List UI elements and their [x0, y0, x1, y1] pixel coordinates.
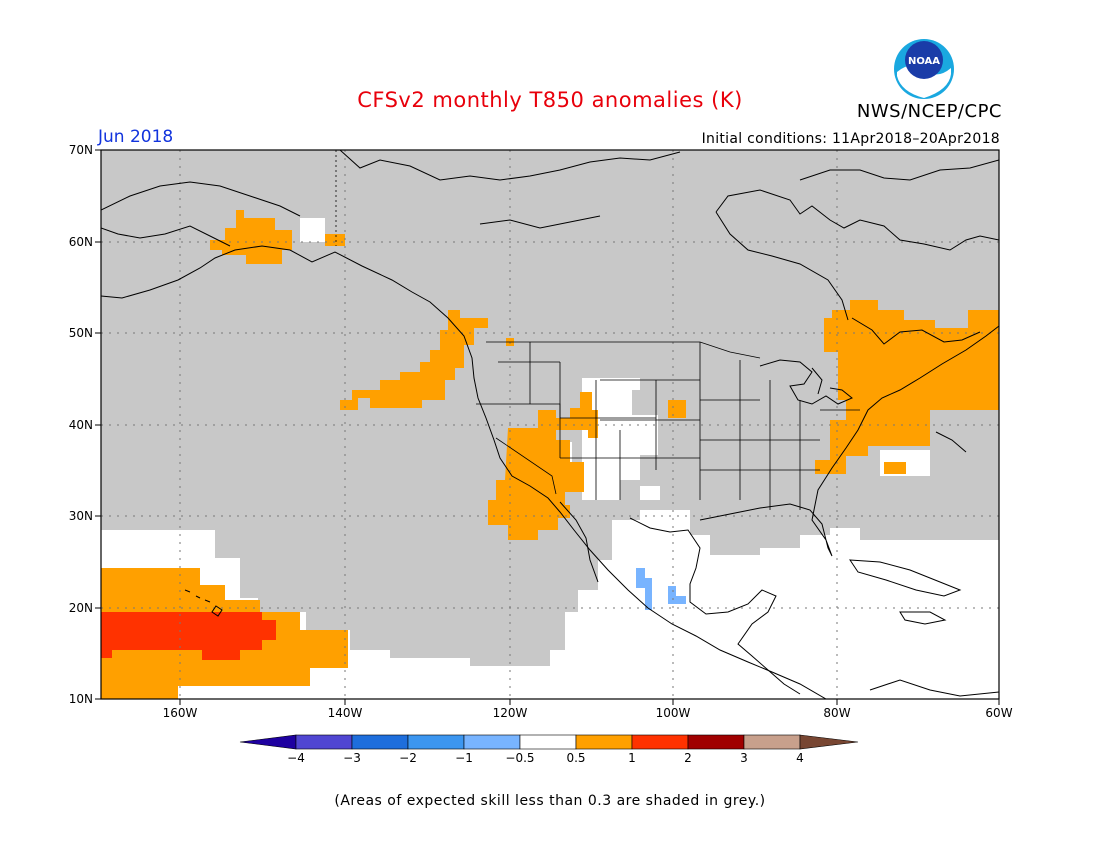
- logo-text: NOAA: [908, 56, 940, 67]
- colorbar-swatch: [295, 734, 353, 750]
- colorbar-swatch: [351, 734, 409, 750]
- colorbar-high-arrow: [799, 734, 859, 750]
- colorbar-label: −4: [287, 751, 305, 765]
- lat-label: 10N: [68, 692, 93, 706]
- colorbar-label: 0.5: [566, 751, 586, 765]
- initial-conditions: Initial conditions: 11Apr2018–20Apr2018: [701, 131, 1000, 147]
- colorbar-label: −0.5: [505, 751, 535, 765]
- colorbar-label: 2: [684, 751, 692, 765]
- colorbar-label: −2: [399, 751, 417, 765]
- lat-label: 30N: [68, 509, 93, 523]
- colorbar-low-arrow: [239, 734, 297, 750]
- map-title: CFSv2 monthly T850 anomalies (K): [357, 88, 743, 112]
- colorbar-label: −3: [343, 751, 361, 765]
- lon-label: 80W: [823, 706, 851, 720]
- colorbar-swatch: [407, 734, 465, 750]
- axis-ticks: [95, 149, 1000, 705]
- forecast-period: Jun 2018: [98, 127, 174, 147]
- colorbar-swatch: [687, 734, 745, 750]
- lon-label: 160W: [162, 706, 198, 720]
- lat-label: 40N: [68, 418, 93, 432]
- colorbar-swatch: [743, 734, 801, 750]
- colorbar-swatch: [463, 734, 521, 750]
- lat-label: 20N: [68, 601, 93, 615]
- lon-label: 140W: [327, 706, 363, 720]
- colorbar-swatch: [519, 734, 577, 750]
- lon-label: 100W: [655, 706, 691, 720]
- lat-label: 60N: [68, 235, 93, 249]
- organization-label: NWS/NCEP/CPC: [856, 101, 1002, 122]
- graticule: [101, 150, 999, 699]
- colorbar-label: 4: [796, 751, 804, 765]
- colorbar-swatch: [575, 734, 633, 750]
- colorbar-label: −1: [455, 751, 473, 765]
- noaa-logo: NOAA: [894, 39, 954, 99]
- colorbar-label: 1: [628, 751, 636, 765]
- lon-label: 60W: [985, 706, 1013, 720]
- state-borders: [476, 341, 860, 510]
- coastlines: [101, 150, 999, 699]
- skill-footnote: (Areas of expected skill less than 0.3 a…: [334, 793, 766, 809]
- lon-label: 120W: [492, 706, 528, 720]
- colorbar-label: 3: [740, 751, 748, 765]
- lat-label: 70N: [68, 143, 93, 157]
- colorbar-swatch: [631, 734, 689, 750]
- lat-label: 50N: [68, 326, 93, 340]
- strong-warm-anomaly-region: [101, 612, 276, 660]
